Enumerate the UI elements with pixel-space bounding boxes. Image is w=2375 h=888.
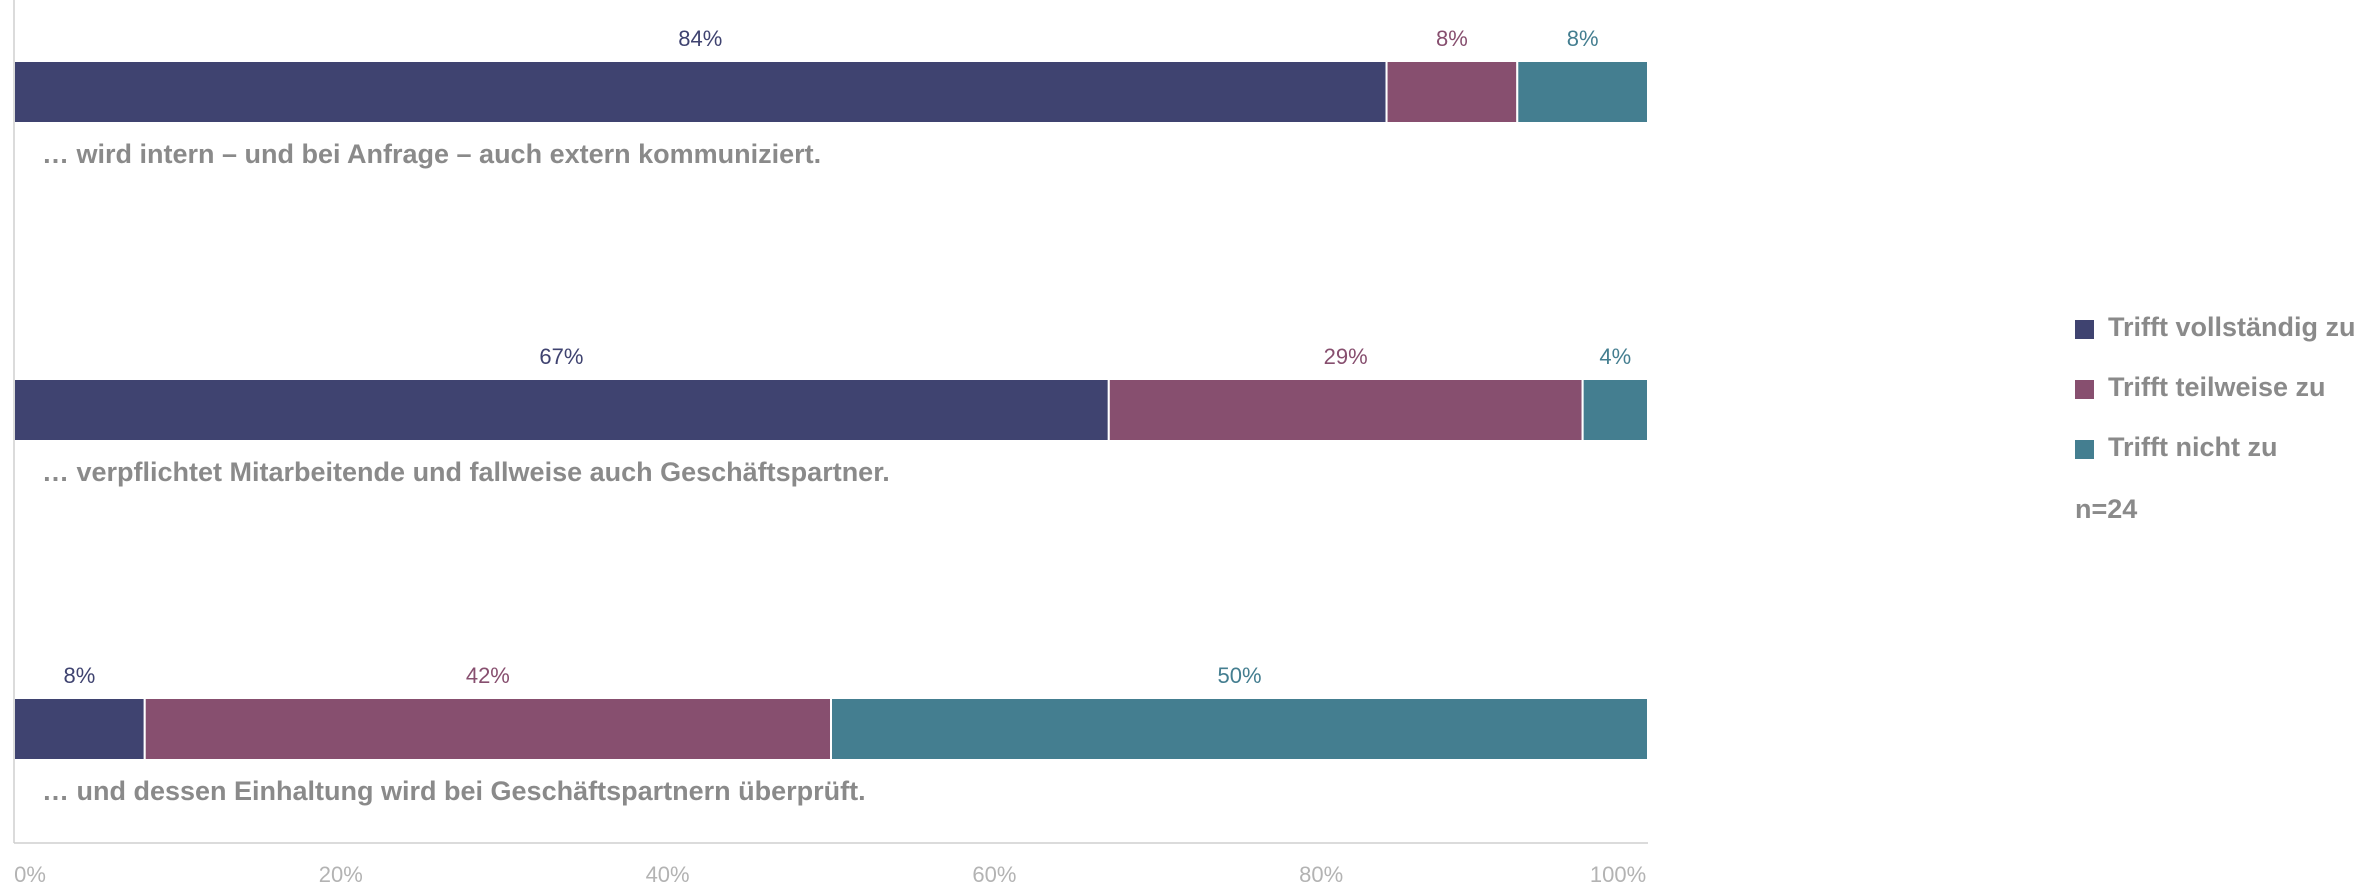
data-label-trifft-nicht-zu-row-1: 8%: [1567, 26, 1599, 51]
category-label-row-2: … verpflichtet Mitarbeitende und fallwei…: [42, 457, 890, 487]
data-label-trifft-teilweise-zu-row-1: 8%: [1436, 26, 1468, 51]
data-label-trifft-vollstandig-zu-row-2: 67%: [539, 344, 583, 369]
bar-segment-trifft-nicht-zu-row-2: [1581, 378, 1650, 442]
x-tick-label-1: 0%: [14, 862, 46, 887]
data-label-trifft-vollstandig-zu-row-3: 8%: [63, 663, 95, 688]
x-tick-label-2: 20%: [319, 862, 363, 887]
bars-layer: 84% 8% 8% … wird intern – und bei Anfrage –…: [13, 26, 1650, 806]
x-tick-label-5: 80%: [1299, 862, 1343, 887]
bar-segment-trifft-vollstandig-zu-row-2: [13, 378, 1110, 442]
legend-item-nicht: Trifft nicht zu: [2075, 432, 2365, 492]
legend: Trifft vollständig zu Trifft teilweise z…: [2075, 312, 2365, 525]
legend-swatch-vollstaendig: [2075, 320, 2094, 339]
data-label-trifft-teilweise-zu-row-3: 42%: [466, 663, 510, 688]
legend-label-teilweise: Trifft teilweise zu: [2108, 372, 2326, 402]
category-label-row-1: … wird intern – und bei Anfrage – auch e…: [42, 139, 821, 169]
x-tick-label-3: 40%: [646, 862, 690, 887]
legend-label-vollstaendig: Trifft vollständig zu: [2108, 312, 2356, 342]
x-tick-label-4: 60%: [972, 862, 1016, 887]
data-label-trifft-teilweise-zu-row-2: 29%: [1324, 344, 1368, 369]
bar-segment-trifft-teilweise-zu-row-1: [1385, 60, 1519, 124]
data-label-trifft-nicht-zu-row-3: 50%: [1217, 663, 1261, 688]
legend-swatch-teilweise: [2075, 380, 2094, 399]
bar-segment-trifft-teilweise-zu-row-3: [143, 697, 833, 761]
data-label-trifft-vollstandig-zu-row-1: 84%: [678, 26, 722, 51]
bar-segment-trifft-teilweise-zu-row-2: [1107, 378, 1584, 442]
bar-segment-trifft-nicht-zu-row-1: [1516, 60, 1650, 124]
x-tick-label-6: 100%: [1590, 862, 1646, 887]
sample-size-note: n=24: [2075, 494, 2138, 524]
legend-item-vollstaendig: Trifft vollständig zu: [2075, 312, 2365, 372]
x-tick-labels: 0% 20% 40% 60% 80% 100%: [14, 862, 1646, 887]
data-label-trifft-nicht-zu-row-2: 4%: [1599, 344, 1631, 369]
legend-swatch-nicht: [2075, 440, 2094, 459]
legend-item-teilweise: Trifft teilweise zu: [2075, 372, 2365, 432]
bar-segment-trifft-nicht-zu-row-3: [830, 697, 1649, 761]
category-label-row-3: … und dessen Einhaltung wird bei Geschäf…: [42, 776, 866, 806]
bar-segment-trifft-vollstandig-zu-row-3: [13, 697, 146, 761]
bar-segment-trifft-vollstandig-zu-row-1: [13, 60, 1388, 124]
legend-label-nicht: Trifft nicht zu: [2108, 432, 2278, 462]
